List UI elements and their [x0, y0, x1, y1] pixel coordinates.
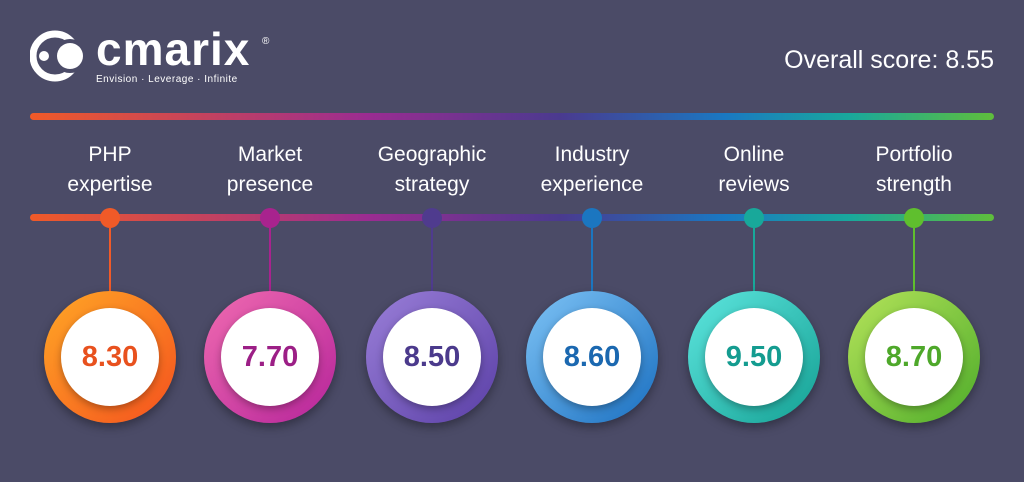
- label-line-1: Market: [237, 143, 303, 166]
- timeline-bar: [30, 214, 994, 221]
- score-ring: 8.60: [526, 291, 658, 423]
- score-item: PHP expertise 8.30: [30, 0, 190, 482]
- score-ring: 8.30: [44, 291, 176, 423]
- label-line-1: PHP: [88, 143, 132, 166]
- score-item-label: Online reviews: [674, 140, 834, 200]
- label-line-1: Geographic: [377, 143, 487, 166]
- label-line-2: strategy: [394, 173, 470, 196]
- score-item-label: Market presence: [190, 140, 350, 200]
- connector-line: [913, 228, 915, 298]
- label-line-2: reviews: [718, 173, 790, 196]
- score-value: 8.50: [383, 308, 481, 406]
- connector-line: [109, 228, 111, 298]
- score-item: Market presence 7.70: [190, 0, 350, 482]
- brand-tagline: Envision · Leverage · Infinite: [96, 74, 238, 85]
- score-item: Online reviews 9.50: [674, 0, 834, 482]
- score-item-label: Industry experience: [512, 140, 672, 200]
- timeline-dot: [904, 208, 924, 228]
- brand-name: cmarix: [96, 23, 251, 75]
- cmarix-logo-icon: [30, 30, 87, 82]
- connector-line: [431, 228, 433, 298]
- overall-score: Overall score: 8.55: [784, 46, 994, 74]
- score-value: 8.60: [543, 308, 641, 406]
- score-ring: 9.50: [688, 291, 820, 423]
- label-line-2: presence: [226, 173, 314, 196]
- score-value: 9.50: [705, 308, 803, 406]
- label-line-1: Portfolio: [875, 143, 953, 166]
- brand-logo: cmarix ® Envision · Leverage · Infinite: [30, 23, 290, 88]
- score-item-label: PHP expertise: [30, 140, 190, 200]
- label-line-2: experience: [540, 173, 644, 196]
- label-line-1: Online: [723, 143, 785, 166]
- score-ring: 8.50: [366, 291, 498, 423]
- score-value: 8.70: [865, 308, 963, 406]
- timeline-dot: [260, 208, 280, 228]
- top-gradient-bar: [30, 113, 994, 120]
- timeline-dot: [100, 208, 120, 228]
- score-ring: 8.70: [848, 291, 980, 423]
- connector-line: [591, 228, 593, 298]
- timeline-dot: [422, 208, 442, 228]
- score-value: 7.70: [221, 308, 319, 406]
- connector-line: [269, 228, 271, 298]
- timeline-dot: [582, 208, 602, 228]
- registered-mark: ®: [262, 36, 270, 47]
- score-ring: 7.70: [204, 291, 336, 423]
- score-item: Portfolio strength 8.70: [834, 0, 994, 482]
- score-item: Geographic strategy 8.50: [352, 0, 512, 482]
- label-line-1: Industry: [554, 143, 630, 166]
- score-item-label: Geographic strategy: [352, 140, 512, 200]
- timeline-dot: [744, 208, 764, 228]
- label-line-2: expertise: [67, 173, 153, 196]
- label-line-2: strength: [876, 173, 952, 196]
- connector-line: [753, 228, 755, 298]
- score-item-label: Portfolio strength: [834, 140, 994, 200]
- score-value: 8.30: [61, 308, 159, 406]
- score-item: Industry experience 8.60: [512, 0, 672, 482]
